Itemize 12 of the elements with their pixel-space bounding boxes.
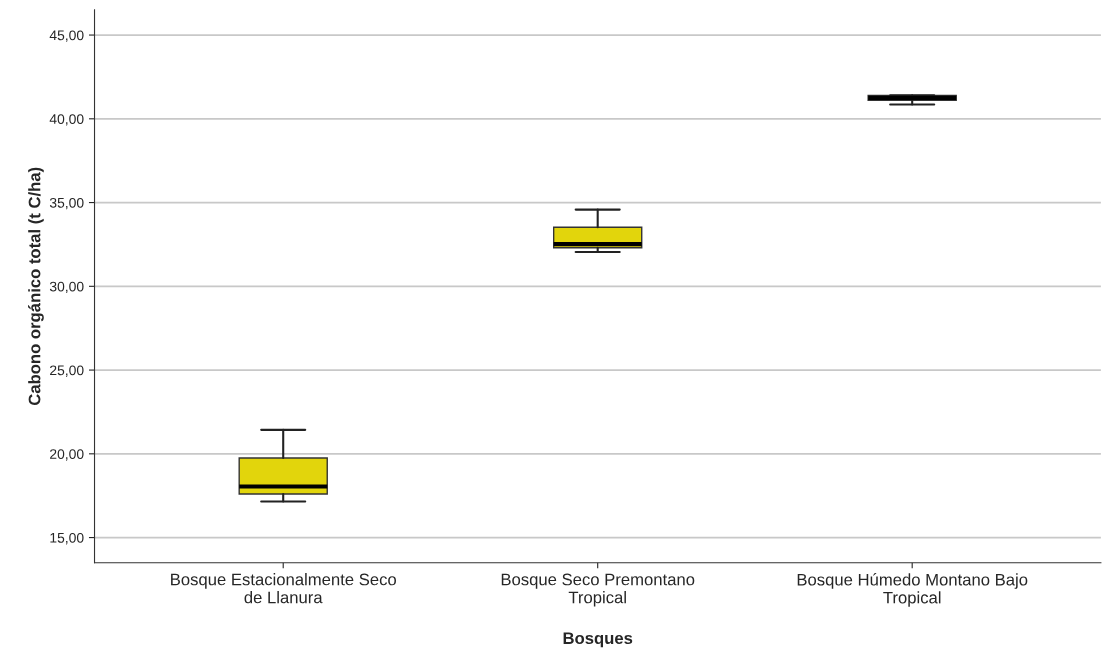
x-tick-label: Bosque Seco Premontano Tropical <box>501 573 695 607</box>
y-tick-label: 20,00 <box>50 449 84 461</box>
x-tick-label: Bosque Estacionalmente Seco de Llanura <box>171 573 397 604</box>
x-axis-title: Bosques <box>563 632 633 648</box>
y-tick-label: 15,00 <box>50 532 84 545</box>
y-tick-label: 40,00 <box>49 114 84 126</box>
y-tick-label: 25,00 <box>50 365 84 377</box>
y-axis-title: Cabono orgánico total (t C/ha) <box>28 167 44 406</box>
y-tick-label: 35,00 <box>49 197 84 210</box>
y-tick-label: 30,00 <box>49 281 84 294</box>
y-tick-label: 45,00 <box>49 30 84 42</box>
x-tick-label: Bosque Húmedo Montano Bajo Tropical <box>797 573 1028 607</box>
